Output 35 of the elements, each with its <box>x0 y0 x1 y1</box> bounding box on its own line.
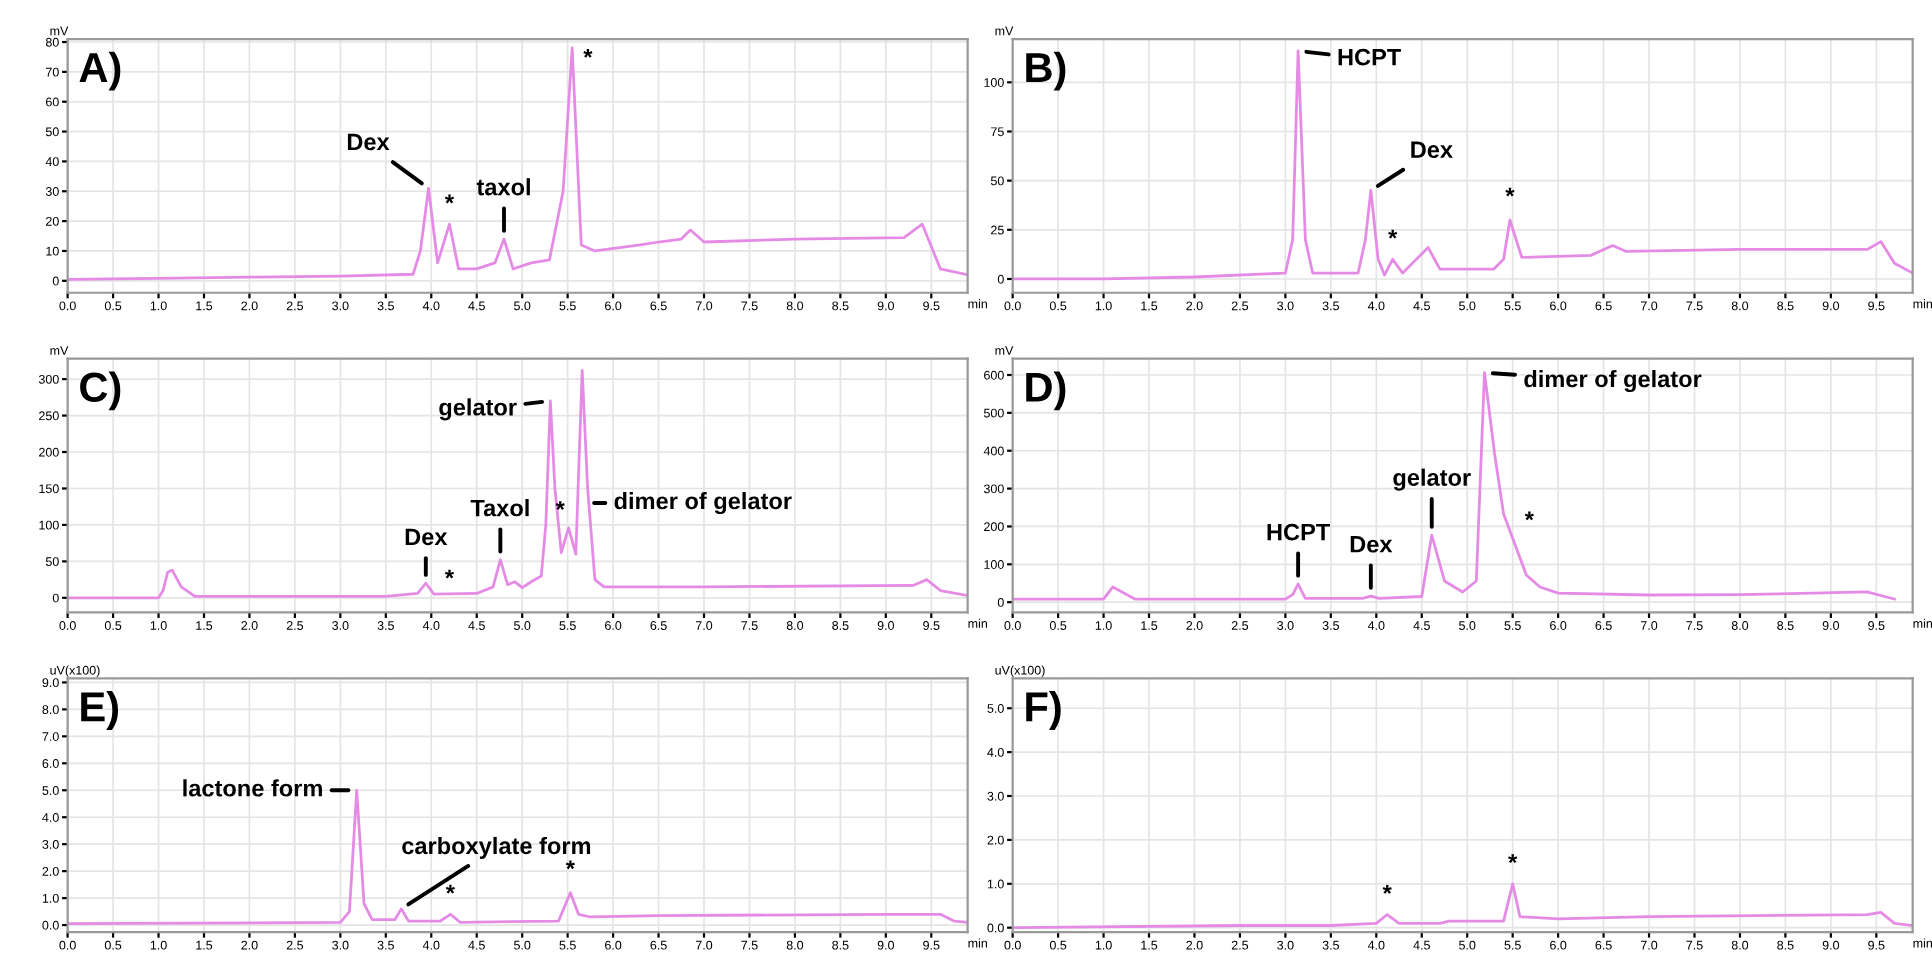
annotation: * <box>555 501 565 510</box>
annotation: HCPT <box>1267 523 1330 541</box>
line-series <box>1012 49 1913 281</box>
annotation: HCPT <box>1338 48 1402 66</box>
annotation: * <box>1382 885 1392 894</box>
annotation: carboxylate form <box>402 836 591 859</box>
annotation: lactone form <box>183 779 322 797</box>
annotation: Dex <box>1411 141 1453 159</box>
annotation: Dex <box>405 528 448 546</box>
chart-title: C) <box>80 371 121 411</box>
annotation: dimer of gelator <box>1524 369 1702 393</box>
chart-title: E) <box>81 691 119 730</box>
annotation: Dex <box>347 133 390 151</box>
annotation: * <box>583 48 593 58</box>
annotation: dimer of gelator <box>614 492 792 515</box>
annotation: Taxol <box>470 499 529 517</box>
line-series <box>67 46 968 281</box>
annotation: * <box>1508 854 1518 864</box>
annotation: * <box>444 194 455 204</box>
annotation: gelator <box>1393 468 1471 491</box>
annotation: * <box>1388 229 1398 239</box>
chart-title: F) <box>1026 691 1061 730</box>
annotation: taxol <box>476 178 530 196</box>
chart-title: D) <box>1026 371 1066 411</box>
annotation: * <box>1505 187 1515 197</box>
chart-title: A) <box>79 51 121 91</box>
annotation: Dex <box>1350 536 1393 553</box>
annotation: * <box>445 884 455 894</box>
annotation: * <box>444 569 455 579</box>
annotation: * <box>1524 511 1534 521</box>
line-series <box>67 368 968 600</box>
line-series <box>1012 371 1896 601</box>
annotation: * <box>565 860 575 870</box>
chart-title: B) <box>1026 51 1066 91</box>
annotation: gelator <box>439 398 517 421</box>
